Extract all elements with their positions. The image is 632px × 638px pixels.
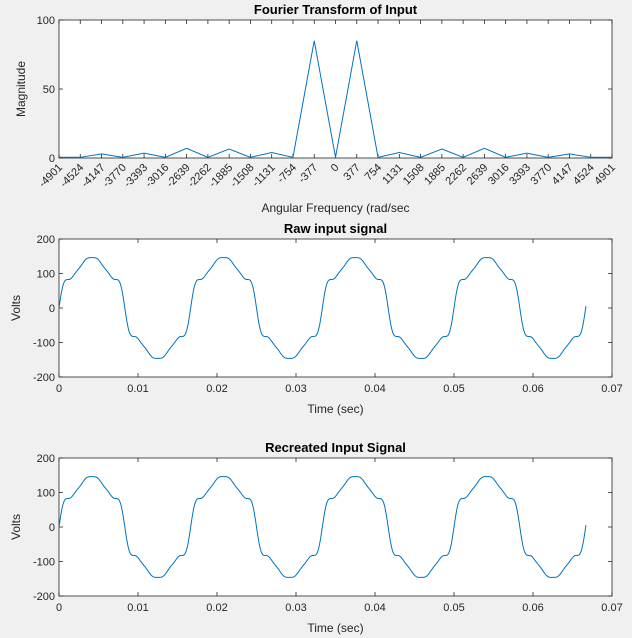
- y-axis-label: Magnitude: [14, 61, 28, 117]
- series-line: [59, 40, 612, 158]
- x-tick-label: 0.05: [443, 602, 464, 614]
- y-tick-label: 50: [43, 84, 55, 96]
- x-tick-label: -1131: [250, 162, 278, 190]
- y-tick-label: 100: [37, 269, 55, 281]
- series-line: [58, 257, 587, 359]
- x-tick-label: -754: [275, 162, 299, 186]
- x-tick-label: 0.03: [285, 383, 306, 395]
- x-axis-label: Time (sec): [307, 621, 363, 635]
- x-tick-label: 2262: [443, 162, 469, 188]
- y-tick-label: -100: [33, 338, 55, 350]
- series-line: [58, 476, 587, 578]
- x-tick-label: 0.01: [127, 383, 148, 395]
- x-tick-label: 4524: [571, 162, 597, 188]
- x-tick-label: 0: [329, 162, 342, 175]
- x-tick-label: 0.01: [127, 602, 148, 614]
- x-tick-label: 1885: [422, 162, 448, 188]
- y-tick-label: -100: [33, 557, 55, 569]
- x-tick-label: 4147: [550, 162, 576, 188]
- chart-title: Fourier Transform of Input: [254, 2, 418, 17]
- chart-2: 0 0.01 0.02 0.03 0.04 0.05 0.06 0.07 -200 -100 0 10…: [9, 221, 623, 416]
- x-axis-label: Time (sec): [307, 402, 363, 416]
- y-tick-label: 200: [37, 453, 55, 465]
- x-tick-label: 2639: [465, 162, 491, 188]
- y-tick-label: 100: [37, 15, 55, 27]
- y-tick-label: 0: [49, 153, 55, 165]
- chart-title: Recreated Input Signal: [265, 440, 406, 455]
- x-tick-label: 0.06: [522, 602, 543, 614]
- x-tick-label: 0.07: [601, 383, 622, 395]
- x-tick-label: 0.07: [601, 602, 622, 614]
- y-axis-label: Volts: [9, 295, 23, 321]
- chart-1: -4901-4524-4147-3770-3393-3016-2639-2262…: [14, 2, 618, 215]
- x-tick-label: 3770: [529, 162, 555, 188]
- chart-3: 0 0.01 0.02 0.03 0.04 0.05 0.06 0.07 -200 -100 0 10…: [9, 440, 623, 635]
- x-tick-label: 4901: [592, 162, 618, 188]
- x-tick-label: 0.05: [443, 383, 464, 395]
- x-tick-label: 1508: [401, 162, 427, 188]
- x-tick-label: -377: [296, 162, 320, 186]
- x-tick-label: 0: [56, 383, 62, 395]
- y-tick-label: 0: [49, 522, 55, 534]
- x-tick-label: 3393: [507, 162, 533, 188]
- x-tick-label: 0.06: [522, 383, 543, 395]
- y-tick-label: 0: [49, 303, 55, 315]
- x-tick-label: -1508: [228, 162, 256, 190]
- x-tick-label: 1131: [380, 162, 405, 187]
- x-axis-label: Angular Frequency (rad/sec: [261, 201, 409, 215]
- y-tick-label: 200: [37, 234, 55, 246]
- x-tick-label: 0.04: [364, 602, 385, 614]
- x-tick-label: 0.04: [364, 383, 385, 395]
- y-tick-label: -200: [33, 591, 55, 603]
- chart-title: Raw input signal: [284, 221, 387, 236]
- y-tick-label: 100: [37, 488, 55, 500]
- y-tick-label: -200: [33, 372, 55, 384]
- x-tick-label: 377: [341, 162, 362, 183]
- plot-area: [58, 238, 613, 378]
- x-tick-label: 0.02: [206, 383, 227, 395]
- plot-area: [58, 457, 613, 597]
- x-tick-label: 0.02: [206, 602, 227, 614]
- x-tick-label: 0: [56, 602, 62, 614]
- plot-area: [58, 19, 613, 159]
- x-tick-label: 0.03: [285, 602, 306, 614]
- x-tick-label: 3016: [486, 162, 512, 188]
- y-axis-label: Volts: [9, 514, 23, 540]
